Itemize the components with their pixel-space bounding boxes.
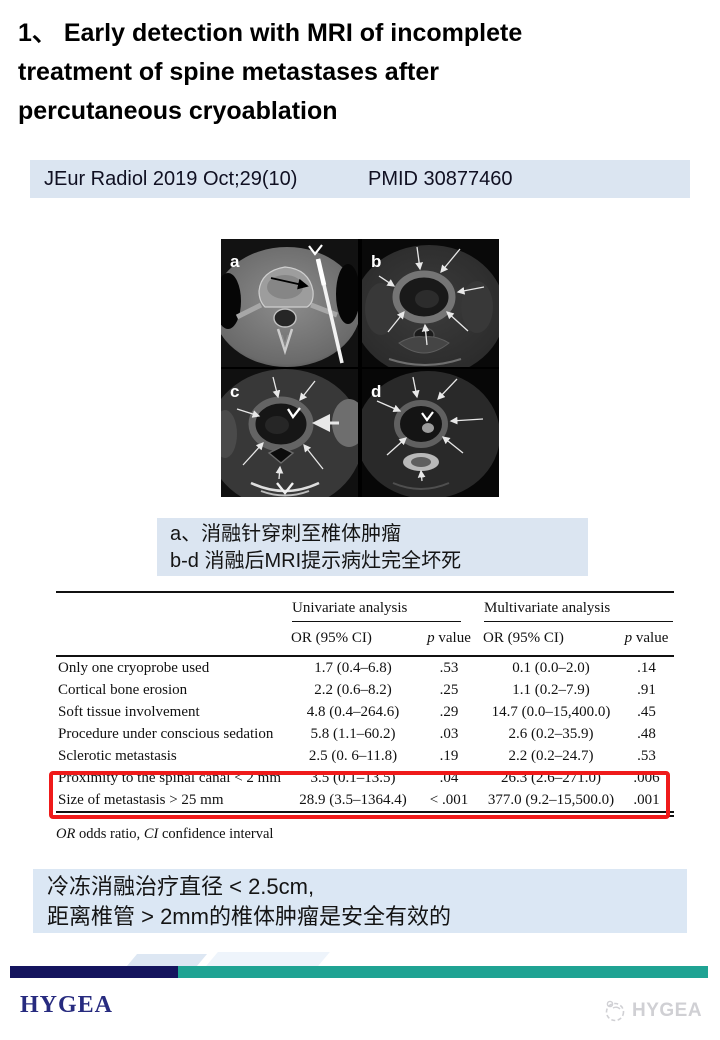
- footer-deco-stripe: [126, 954, 208, 966]
- panel-label-a: a: [230, 252, 240, 271]
- hygea-logo-icon: [603, 999, 627, 1023]
- arrowhead-icon: [421, 411, 434, 422]
- table-row-highlighted: Proximity to the spinal canal < 2 mm 3.5…: [58, 769, 660, 786]
- table-row: Cortical bone erosion 2.2 (0.6–8.2) .25 …: [58, 681, 656, 698]
- mri-panel-b: b: [362, 239, 499, 367]
- mri-figure-svg: a: [221, 239, 499, 497]
- footer-deco-stripe: [206, 952, 330, 966]
- panel-label-b: b: [371, 252, 381, 271]
- results-table-wrap: Univariate analysis Multivariate analysi…: [49, 591, 675, 843]
- brand-logo-text: HYGEA: [20, 992, 114, 1018]
- conclusion-box: 冷冻消融治疗直径 < 2.5cm, 距离椎管 > 2mm的椎体肿瘤是安全有效的: [33, 869, 687, 933]
- panel-label-d: d: [371, 382, 381, 401]
- journal-citation: JEur Radiol 2019 Oct;29(10): [44, 168, 298, 190]
- table-row: Procedure under conscious sedation 5.8 (…: [58, 725, 656, 742]
- univariate-group-header: Univariate analysis: [291, 592, 483, 623]
- annotation-arrows: [376, 376, 484, 482]
- mri-figure: a: [221, 239, 499, 497]
- watermark: HYGEA: [603, 999, 702, 1023]
- caption-line-2: b-d 消融后MRI提示病灶完全坏死: [170, 550, 462, 572]
- figure-caption: a、消融针穿刺至椎体肿瘤 b-d 消融后MRI提示病灶完全坏死: [157, 518, 588, 576]
- table-footnote: OR odds ratio, CI confidence interval: [56, 825, 274, 842]
- title-line-1: 1、 Early detection with MRI of incomplet…: [18, 19, 523, 47]
- mri-panel-d: d: [362, 369, 499, 497]
- mri-panel-a: a: [221, 239, 358, 367]
- footer-bar-navy: [10, 966, 178, 978]
- multi-p-header: p value: [619, 623, 675, 657]
- multi-or-header: OR (95% CI): [483, 623, 620, 657]
- reference-banner: JEur Radiol 2019 Oct;29(10) PMID 3087746…: [30, 160, 690, 198]
- mri-panel-c: c: [221, 369, 358, 497]
- footer-bar-teal: [178, 966, 708, 978]
- table-row-highlighted: Size of metastasis > 25 mm 28.9 (3.5–136…: [58, 791, 660, 808]
- panel-label-c: c: [230, 382, 239, 401]
- results-table: Univariate analysis Multivariate analysi…: [56, 591, 675, 813]
- conclusion-line-2: 距离椎管 > 2mm的椎体肿瘤是安全有效的: [47, 904, 451, 929]
- arrowhead-icon: [308, 244, 323, 256]
- conclusion-line-1: 冷冻消融治疗直径 < 2.5cm,: [47, 874, 315, 899]
- uni-p-header: p value: [415, 623, 484, 657]
- table-row: Only one cryoprobe used 1.7 (0.4–6.8) .5…: [58, 659, 656, 676]
- annotation-arrows: [236, 376, 339, 480]
- watermark-text: HYGEA: [632, 1000, 703, 1021]
- multivariate-group-header: Multivariate analysis: [483, 592, 674, 623]
- ablation-zone: [394, 400, 448, 448]
- uni-or-header: OR (95% CI): [291, 623, 415, 657]
- pmid-label: PMID 30877460: [368, 168, 513, 190]
- empty-header-cell: [56, 592, 291, 623]
- table-bottom-rule: [56, 815, 674, 817]
- empty-subheader-cell: [56, 623, 291, 657]
- annotation-arrows: [378, 246, 485, 346]
- black-arrow-icon: [270, 277, 309, 290]
- title-line-3: percutaneous cryoablation: [18, 97, 338, 125]
- caption-line-1: a、消融针穿刺至椎体肿瘤: [170, 523, 402, 545]
- table-row: Soft tissue involvement 4.8 (0.4–264.6) …: [58, 703, 656, 720]
- title-line-2: treatment of spine metastases after: [18, 58, 439, 86]
- arrowhead-icon: [287, 407, 301, 420]
- table-row: Sclerotic metastasis 2.5 (0. 6–11.8) .19…: [58, 747, 656, 764]
- page-title: 1、 Early detection with MRI of incomplet…: [18, 14, 708, 131]
